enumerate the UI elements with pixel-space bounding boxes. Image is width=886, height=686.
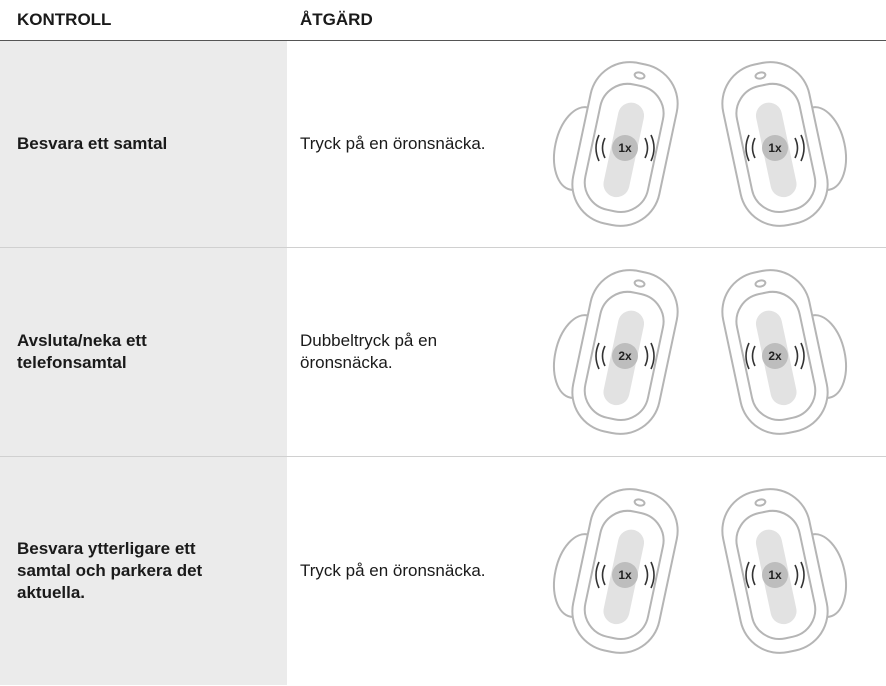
sensor (754, 71, 767, 80)
table-row: Avsluta/neka ett telefonsamtal Dubbeltryc… (0, 248, 886, 457)
tap-wave (595, 342, 655, 370)
control-cell: Besvara ytterligare ett samtal och parke… (0, 457, 287, 685)
tap-dot (612, 343, 638, 369)
control-text: Avsluta/neka ett telefonsamtal (17, 331, 147, 372)
column-header: KONTROLL (17, 10, 112, 29)
tap-dot (762, 343, 788, 369)
column-header: ÅTGÄRD (300, 10, 373, 29)
tap-wave (595, 561, 655, 589)
sensor (633, 279, 646, 288)
table-row: Besvara ytterligare ett samtal och parke… (0, 457, 886, 685)
action-text: Tryck på en öronsnäcka. (300, 561, 486, 580)
control-cell: Besvara ett samtal (0, 41, 287, 247)
sensor (633, 498, 646, 507)
tap-label: 1x (618, 141, 632, 155)
tap-wave (745, 134, 805, 162)
earbud (721, 488, 847, 654)
tap-label: 1x (768, 141, 782, 155)
sensor (633, 71, 646, 80)
tap-label: 2x (618, 349, 632, 363)
earbud-illustration: 2x 2x (553, 269, 847, 435)
tap-dot (762, 135, 788, 161)
earbud-illustration: 1x 1x (553, 488, 847, 654)
earbud-illustration: 1x 1x (553, 61, 847, 227)
tap-wave (745, 561, 805, 589)
tap-wave (745, 342, 805, 370)
control-cell: Avsluta/neka ett telefonsamtal (0, 248, 287, 456)
earbud (553, 488, 679, 654)
tap-label: 2x (768, 349, 782, 363)
earbud (721, 61, 847, 227)
earbud (721, 269, 847, 435)
tap-wave (595, 134, 655, 162)
control-text: Besvara ett samtal (17, 134, 168, 153)
sensor (754, 498, 767, 507)
tap-label: 1x (768, 568, 782, 582)
header-rule (0, 40, 886, 41)
tap-label: 1x (618, 568, 632, 582)
control-text: Besvara ytterligare ett samtal och parke… (17, 539, 203, 602)
tap-dot (762, 562, 788, 588)
table-row: Besvara ett samtal Tryck på en öronsnäcka… (0, 41, 886, 248)
tap-dot (612, 135, 638, 161)
action-text: Tryck på en öronsnäcka. (300, 134, 486, 153)
tap-dot (612, 562, 638, 588)
action-text: Dubbeltryck på en öronsnäcka. (300, 331, 438, 372)
sensor (754, 279, 767, 288)
